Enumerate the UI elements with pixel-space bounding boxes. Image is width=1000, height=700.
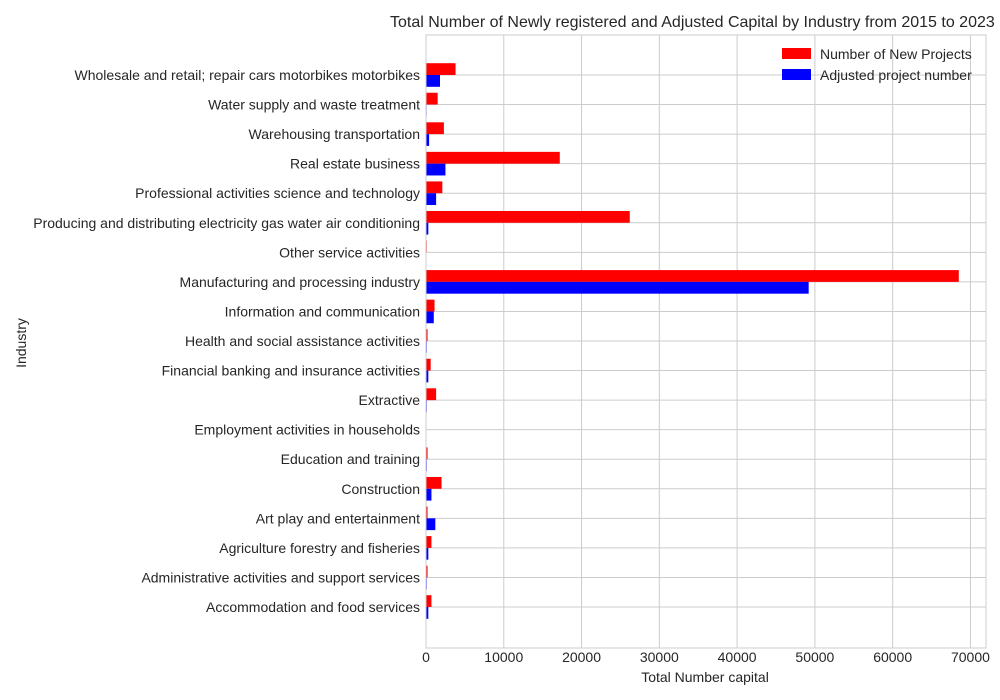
bar-new-projects — [426, 329, 428, 341]
bar-adjusted-projects — [426, 518, 436, 531]
bar-adjusted-projects — [426, 547, 429, 560]
y-tick-label: Professional activities science and tech… — [135, 185, 420, 201]
bar-adjusted-projects — [426, 607, 429, 619]
x-tick-label: 10000 — [484, 649, 523, 665]
chart-title: Total Number of Newly registered and Adj… — [390, 14, 995, 31]
bar-new-projects — [426, 299, 435, 312]
bar-new-projects — [426, 122, 444, 135]
y-tick-labels: Wholesale and retail; repair cars motorb… — [33, 67, 420, 615]
bar-adjusted-projects — [426, 163, 446, 176]
y-tick-label: Extractive — [359, 392, 421, 408]
bar-adjusted-projects — [426, 311, 434, 324]
x-tick-labels: 0 10000 20000 30000 40000 50000 60000 70000 — [422, 649, 990, 665]
y-tick-label: Producing and distributing electricity g… — [33, 215, 420, 231]
bar-new-projects — [426, 92, 438, 105]
bar-new-projects — [426, 506, 428, 519]
legend-swatch — [782, 69, 811, 80]
bar-adjusted-projects — [426, 134, 430, 146]
bar-new-projects — [426, 358, 431, 371]
bar-new-projects — [426, 447, 428, 460]
bar-adjusted-projects — [426, 222, 429, 235]
y-tick-label: Information and communication — [225, 303, 420, 319]
bar-new-projects — [426, 476, 442, 489]
legend-label: Adjusted project number — [820, 67, 972, 83]
legend: Number of New Projects Adjusted project n… — [782, 46, 972, 83]
y-tick-label: Warehousing transportation — [249, 126, 420, 142]
y-tick-label: Art play and entertainment — [256, 510, 420, 526]
legend-swatch — [782, 48, 811, 59]
y-tick-label: Administrative activities and support se… — [141, 569, 420, 585]
y-tick-label: Other service activities — [279, 244, 420, 260]
bar-new-projects — [426, 63, 456, 75]
y-axis-label: Industry — [13, 318, 29, 368]
x-tick-label: 0 — [422, 649, 430, 665]
bar-adjusted-projects — [426, 370, 429, 383]
bar-new-projects — [426, 388, 437, 401]
bar-adjusted-projects — [426, 75, 440, 87]
bar-new-projects — [426, 270, 959, 282]
bar-new-projects — [426, 151, 560, 164]
x-tick-label: 20000 — [562, 649, 601, 665]
y-tick-label: Wholesale and retail; repair cars motorb… — [75, 67, 420, 83]
y-tick-label: Construction — [341, 481, 420, 497]
x-axis-label: Total Number capital — [641, 669, 769, 685]
bar-new-projects — [426, 595, 432, 607]
y-tick-label: Agriculture forestry and fisheries — [219, 540, 420, 556]
y-tick-label: Manufacturing and processing industry — [180, 274, 420, 290]
x-tick-label: 40000 — [718, 649, 757, 665]
gridlines — [425, 35, 986, 648]
y-tick-label: Education and training — [281, 451, 420, 467]
x-tick-label: 60000 — [873, 649, 912, 665]
plot-frame — [425, 34, 987, 649]
x-tick-label: 50000 — [795, 649, 834, 665]
y-tick-label: Employment activities in households — [194, 422, 420, 438]
bars-group — [426, 63, 959, 619]
x-tick-label: 30000 — [640, 649, 679, 665]
bar-adjusted-projects — [426, 281, 809, 294]
bar-new-projects — [426, 210, 630, 223]
bar-adjusted-projects — [426, 488, 432, 501]
y-tick-label: Accommodation and food services — [206, 599, 420, 615]
y-tick-label: Real estate business — [290, 156, 420, 172]
legend-label: Number of New Projects — [820, 46, 972, 62]
bar-new-projects — [426, 565, 428, 578]
y-tick-label: Health and social assistance activities — [185, 333, 420, 349]
bar-new-projects — [426, 181, 443, 194]
bar-adjusted-projects — [426, 193, 437, 206]
bar-new-projects — [426, 536, 432, 548]
y-tick-label: Water supply and waste treatment — [208, 97, 420, 113]
x-tick-label: 70000 — [951, 649, 990, 665]
y-tick-label: Financial banking and insurance activiti… — [162, 363, 420, 379]
